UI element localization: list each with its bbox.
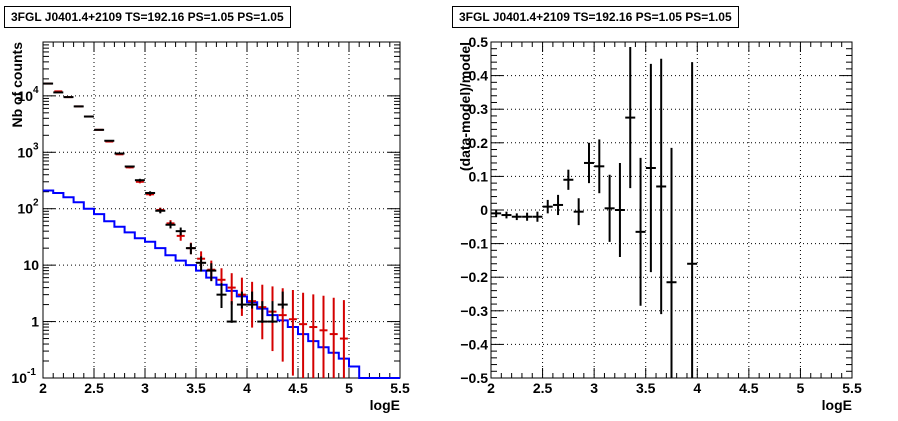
x-tick-label: 3.5 [186, 380, 206, 396]
y-axis-title: Nb of counts [9, 42, 25, 128]
right-chart-title: 3FGL J0401.4+2109 TS=192.16 PS=1.05 PS=1… [452, 6, 739, 28]
y-axis-title: (data-model)/model [457, 42, 473, 171]
y-tick-label: 0.1 [469, 168, 489, 184]
y-tick-label: 0.3 [469, 101, 489, 117]
y-tick-label: 10 [17, 88, 33, 104]
y-tick-label: 10 [17, 201, 33, 217]
y-tick-label: 0 [480, 202, 488, 218]
x-tick-label: 2.5 [84, 380, 104, 396]
residual-chart: 2 2.5 3 3.5 4 4.5 5 5.5 0.5 0.4 0.3 0.2 0.1 0 −0.1 −0.2… [457, 34, 862, 413]
y-tick-label: 10 [17, 144, 33, 160]
x-tick-label: 5 [345, 380, 353, 396]
x-tick-label: 3 [141, 380, 149, 396]
plot-frame [42, 41, 401, 379]
y-tick-label: −0.3 [460, 303, 488, 319]
y-tick-label: 0.4 [469, 68, 489, 84]
x-tick-label: 5 [797, 380, 805, 396]
x-axis-title: logE [822, 397, 852, 413]
x-tick-label: 5.5 [390, 380, 410, 396]
y-tick-exponent: 3 [33, 141, 39, 152]
y-tick-label: 1 [31, 314, 39, 330]
x-tick-label: 2.5 [533, 380, 553, 396]
x-tick-label: 4.5 [739, 380, 759, 396]
x-axis-title: logE [370, 397, 400, 413]
y-tick-label: −0.5 [460, 370, 488, 386]
y-tick-label: −0.4 [460, 336, 488, 352]
x-tick-label: 2 [39, 380, 47, 396]
y-tick-label: 10 [11, 370, 27, 386]
x-tick-label: 4 [693, 380, 701, 396]
x-tick-label: 2 [487, 380, 495, 396]
y-tick-exponent: 2 [33, 198, 39, 209]
y-tick-label: 0.5 [469, 34, 489, 50]
y-tick-exponent: -1 [27, 367, 36, 378]
x-tick-label: 3 [590, 380, 598, 396]
x-tick-label: 5.5 [842, 380, 862, 396]
y-tick-label: 0.2 [469, 135, 489, 151]
x-tick-label: 3.5 [636, 380, 656, 396]
left-chart-title: 3FGL J0401.4+2109 TS=192.16 PS=1.05 PS=1… [4, 6, 291, 28]
y-tick-label: −0.1 [460, 236, 488, 252]
model-histogram-line [43, 189, 400, 379]
x-tick-label: 4 [243, 380, 251, 396]
y-tick-exponent: 4 [33, 85, 39, 96]
y-tick-label: −0.2 [460, 269, 488, 285]
y-tick-label: 10 [23, 257, 39, 273]
x-tick-label: 4.5 [288, 380, 308, 396]
